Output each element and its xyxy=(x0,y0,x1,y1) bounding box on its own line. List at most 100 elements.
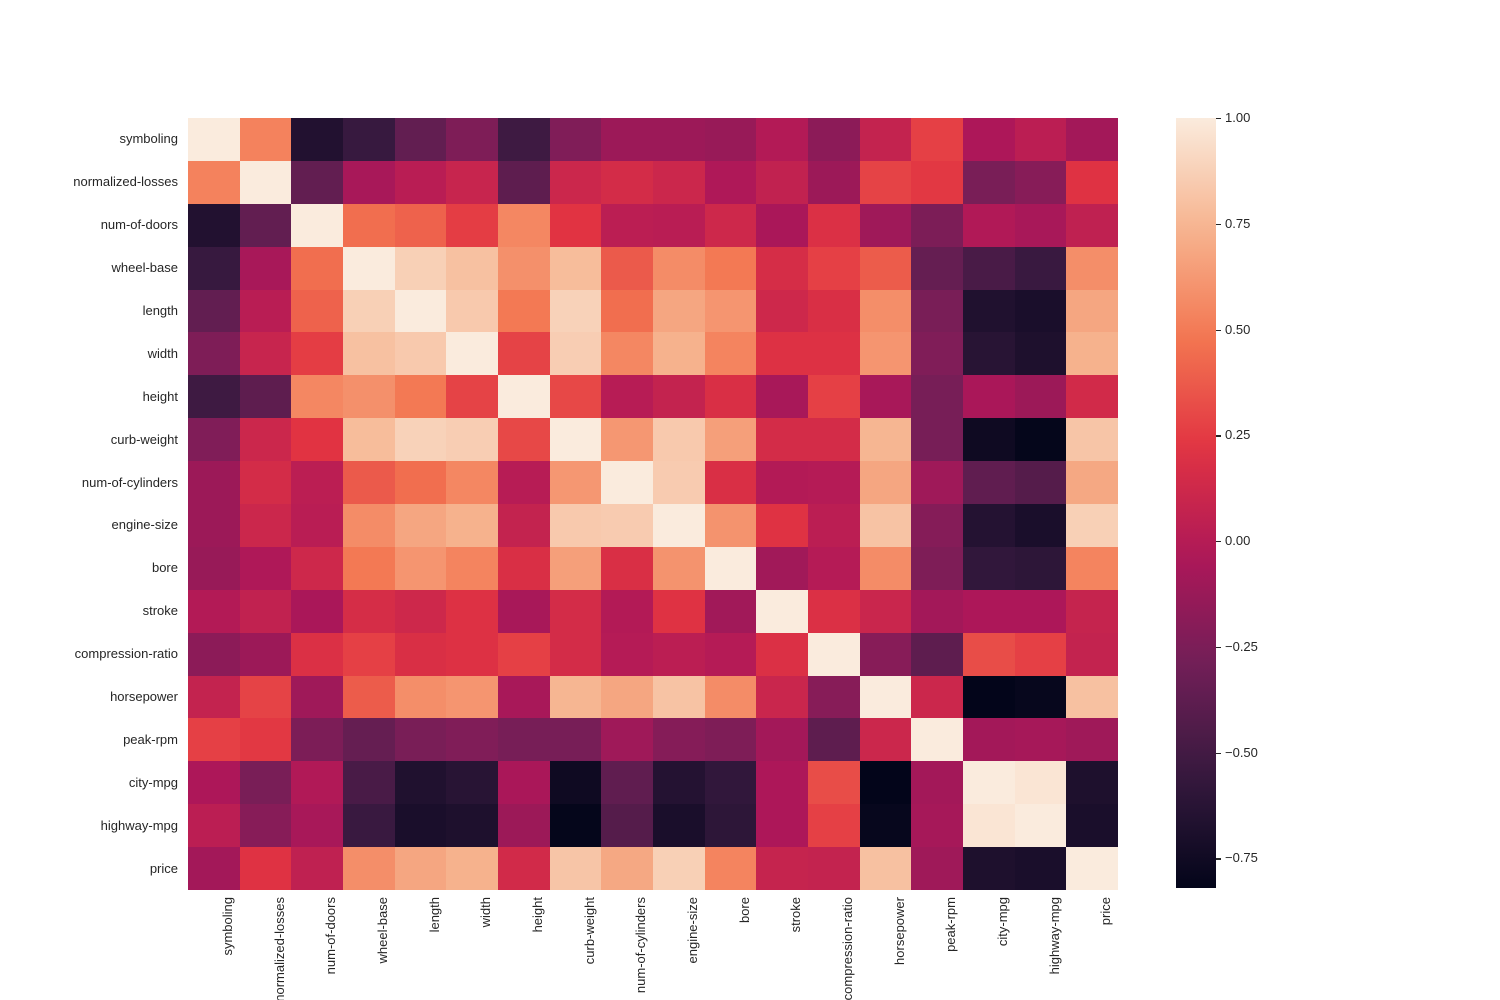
heatmap-cell xyxy=(291,289,343,333)
heatmap-cell xyxy=(343,761,395,805)
heatmap-cell xyxy=(653,804,705,848)
heatmap-cell xyxy=(239,847,292,890)
heatmap-cell xyxy=(446,675,498,719)
colorbar-tick-label: 0.75 xyxy=(1225,215,1251,231)
heatmap-cell xyxy=(239,675,292,719)
heatmap-cell xyxy=(446,504,498,547)
heatmap-cell xyxy=(394,847,447,890)
heatmap-cell xyxy=(394,589,447,633)
heatmap-cell xyxy=(498,375,550,419)
x-tick-label: num-of-doors xyxy=(323,897,339,975)
heatmap-cell xyxy=(1066,160,1118,204)
heatmap-cell xyxy=(188,718,240,762)
heatmap-cell xyxy=(601,461,653,504)
y-tick-label: price xyxy=(149,860,178,876)
heatmap-cell xyxy=(756,718,808,762)
colorbar-tick-mark xyxy=(1216,646,1221,649)
heatmap-cell xyxy=(704,118,757,161)
heatmap-cell xyxy=(859,504,912,547)
heatmap-cell xyxy=(1066,632,1118,676)
heatmap-cell xyxy=(446,375,498,419)
heatmap-cell xyxy=(963,418,1015,462)
heatmap-cell xyxy=(498,761,550,805)
heatmap-cell xyxy=(188,203,240,247)
heatmap-cell xyxy=(756,160,808,204)
heatmap-cell xyxy=(291,718,343,762)
heatmap-cell xyxy=(756,461,808,504)
heatmap-cell xyxy=(1014,160,1067,204)
heatmap-cell xyxy=(653,203,705,247)
heatmap-cell xyxy=(239,160,292,204)
x-tick-label: width xyxy=(478,897,494,928)
heatmap-cell xyxy=(653,546,705,590)
heatmap-cell xyxy=(188,589,240,633)
heatmap-cell xyxy=(343,160,395,204)
heatmap-cell xyxy=(343,675,395,719)
y-tick-label: length xyxy=(142,303,178,318)
heatmap-cell xyxy=(446,761,498,805)
heatmap-cell xyxy=(808,332,860,376)
heatmap-cell xyxy=(446,289,498,333)
heatmap-cell xyxy=(291,761,343,805)
heatmap-cell xyxy=(549,203,602,247)
heatmap-cell xyxy=(446,461,498,504)
heatmap-cell xyxy=(963,160,1015,204)
heatmap-cell xyxy=(498,675,550,719)
y-tick-label: normalized-losses xyxy=(73,174,178,190)
heatmap-cell xyxy=(1014,418,1067,462)
heatmap-cell xyxy=(239,203,292,247)
heatmap-cell xyxy=(188,804,240,848)
y-tick-label: horsepower xyxy=(110,689,178,704)
heatmap-cell xyxy=(963,546,1015,590)
heatmap-cell xyxy=(756,675,808,719)
heatmap-cell xyxy=(653,289,705,333)
heatmap-cell xyxy=(343,418,395,462)
heatmap-cell xyxy=(394,375,447,419)
heatmap-cell xyxy=(756,504,808,547)
heatmap-cell xyxy=(343,375,395,419)
heatmap-cell xyxy=(291,375,343,419)
heatmap-cell xyxy=(291,118,343,161)
y-tick-label: stroke xyxy=(142,603,178,619)
heatmap-cell xyxy=(1014,804,1067,848)
heatmap-cell xyxy=(859,675,912,719)
heatmap-cell xyxy=(446,632,498,676)
heatmap-cell xyxy=(911,632,963,676)
heatmap-cell xyxy=(808,246,860,290)
heatmap-cell xyxy=(446,332,498,376)
heatmap-cell xyxy=(601,761,653,805)
heatmap-cell xyxy=(963,118,1015,161)
heatmap-cell xyxy=(601,546,653,590)
x-tick-label: price xyxy=(1098,897,1114,926)
heatmap-cell xyxy=(188,375,240,419)
heatmap-cell xyxy=(343,246,395,290)
heatmap-cell xyxy=(446,718,498,762)
heatmap-cell xyxy=(963,804,1015,848)
heatmap-cell xyxy=(859,118,912,161)
heatmap-cell xyxy=(343,118,395,161)
heatmap-cell xyxy=(756,804,808,848)
heatmap-cell xyxy=(291,675,343,719)
y-tick-label: city-mpg xyxy=(128,774,178,790)
heatmap-cell xyxy=(1014,761,1067,805)
heatmap-cell xyxy=(549,675,602,719)
heatmap-cell xyxy=(1066,589,1118,633)
heatmap-cell xyxy=(394,332,447,376)
heatmap-cell xyxy=(291,246,343,290)
x-tick-label: engine-size xyxy=(684,897,700,964)
heatmap-cell xyxy=(188,118,240,161)
heatmap-cell xyxy=(394,761,447,805)
heatmap-cell xyxy=(1014,675,1067,719)
heatmap-cell xyxy=(1014,203,1067,247)
heatmap-cell xyxy=(704,804,757,848)
heatmap-cell xyxy=(549,847,602,890)
heatmap-cell xyxy=(704,246,757,290)
x-tick-label: wheel-base xyxy=(374,897,390,964)
heatmap-cell xyxy=(446,246,498,290)
heatmap-cell xyxy=(343,461,395,504)
heatmap-cell xyxy=(704,160,757,204)
x-tick-label: compression-ratio xyxy=(839,897,855,1000)
heatmap-cell xyxy=(704,418,757,462)
heatmap-cell xyxy=(704,546,757,590)
heatmap-cell xyxy=(859,418,912,462)
